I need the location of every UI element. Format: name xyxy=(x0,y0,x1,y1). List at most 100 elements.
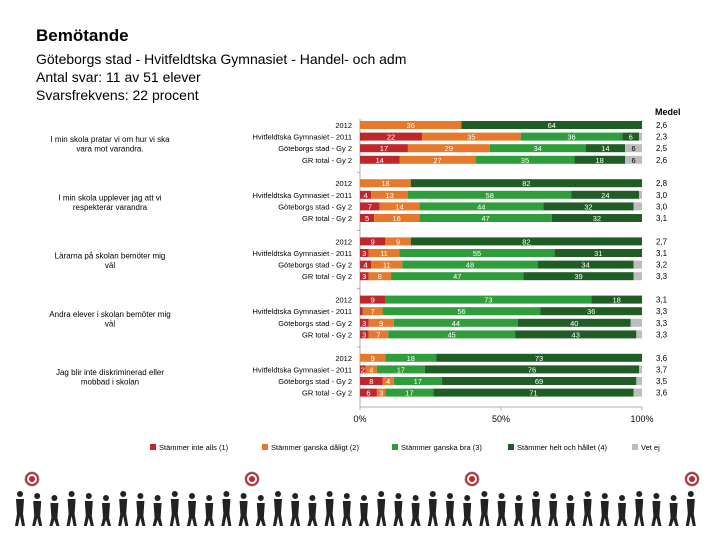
bar-segment xyxy=(630,318,642,327)
person-icon xyxy=(169,499,180,526)
bar-segment xyxy=(636,377,642,385)
bar-value-label: 56 xyxy=(457,307,465,316)
x-tick-label: 50% xyxy=(492,414,510,424)
bar-segment xyxy=(633,260,642,269)
person-icon xyxy=(341,501,352,526)
bar-segment xyxy=(360,132,423,141)
legend-label: Vet ej xyxy=(641,443,660,452)
bar-value-label: 11 xyxy=(383,261,391,270)
medel-value: 3,3 xyxy=(656,319,668,328)
medel-value: 2,5 xyxy=(656,144,668,153)
person-icon xyxy=(651,501,662,526)
bar-value-label: 47 xyxy=(481,214,489,223)
x-tick-label: 0% xyxy=(353,414,366,424)
question-label: respekterar varandra xyxy=(73,203,148,212)
bar-value-label: 3 xyxy=(362,319,366,328)
legend-label: Stämmer inte alls (1) xyxy=(159,443,229,452)
medel-value: 3,3 xyxy=(656,307,668,316)
person-icon xyxy=(567,495,574,501)
bar-value-label: 4 xyxy=(386,377,390,386)
bar-segment xyxy=(517,318,631,327)
bar-segment xyxy=(419,214,552,222)
bar-value-label: 22 xyxy=(387,133,395,142)
bar-value-label: 6 xyxy=(631,144,635,153)
person-icon xyxy=(636,491,643,497)
person-icon xyxy=(273,499,283,526)
row-label: 2012 xyxy=(335,179,352,188)
bar-segment xyxy=(399,249,555,257)
bar-value-label: 43 xyxy=(572,330,580,339)
bar-value-label: 17 xyxy=(397,365,405,374)
row-label: Göteborgs stad - Gy 2 xyxy=(278,144,352,153)
row-label: Göteborgs stad - Gy 2 xyxy=(278,202,352,211)
person-icon xyxy=(257,495,264,501)
person-icon xyxy=(479,499,490,526)
bar-segment xyxy=(419,202,544,211)
person-icon xyxy=(498,493,505,499)
person-icon xyxy=(668,503,679,526)
person-icon xyxy=(290,501,301,526)
row-label: Hvitfeldtska Gymnasiet - 2011 xyxy=(253,365,353,374)
subtitle: Göteborgs stad - Hvitfeldtska Gymnasiet … xyxy=(36,51,407,67)
person-icon xyxy=(361,495,367,501)
medel-value: 3,5 xyxy=(656,377,668,386)
medel-value: 3,3 xyxy=(656,330,668,339)
bar-segment xyxy=(633,272,642,281)
target-icon xyxy=(249,476,255,482)
row-label: 2012 xyxy=(335,121,352,130)
medel-value: 3,1 xyxy=(656,214,668,223)
person-icon xyxy=(548,501,559,526)
bar-value-label: 13 xyxy=(385,191,393,200)
person-icon xyxy=(34,493,41,499)
bar-value-label: 9 xyxy=(396,237,400,246)
bar-segment xyxy=(360,388,377,397)
bar-segment xyxy=(537,260,634,269)
bar-value-label: 39 xyxy=(574,272,582,281)
bar-value-label: 35 xyxy=(467,133,475,142)
bar-value-label: 36 xyxy=(567,133,575,142)
person-icon xyxy=(617,503,627,526)
bar-segment xyxy=(382,307,541,316)
bar-value-label: 18 xyxy=(612,296,620,305)
person-icon xyxy=(15,499,25,526)
bar-segment xyxy=(374,214,420,222)
bar-segment xyxy=(368,318,394,327)
bar-segment xyxy=(371,260,403,269)
row-label: 2012 xyxy=(335,354,352,363)
person-icon xyxy=(531,499,541,526)
person-icon xyxy=(565,503,576,526)
bar-value-label: 44 xyxy=(477,202,485,211)
bar-value-label: 17 xyxy=(414,377,422,386)
bar-value-label: 34 xyxy=(533,144,541,153)
bar-segment xyxy=(371,190,408,199)
person-icon xyxy=(481,491,488,497)
person-icon xyxy=(137,493,144,499)
medel-value: 2,7 xyxy=(656,237,668,246)
person-icon xyxy=(189,493,195,499)
bar-value-label: 17 xyxy=(405,389,413,398)
person-icon xyxy=(324,499,335,526)
bar-value-label: 36 xyxy=(407,121,415,130)
bar-value-label: 71 xyxy=(529,389,537,398)
bar-value-label: 73 xyxy=(535,354,543,363)
bar-segment xyxy=(360,249,369,257)
question-label: Lärarna på skolan bemöter mig xyxy=(55,252,166,261)
bar-segment xyxy=(407,144,490,153)
person-icon xyxy=(309,495,316,501)
bar-segment xyxy=(424,365,640,374)
bar-value-label: 8 xyxy=(378,272,382,281)
bar-segment xyxy=(360,318,369,327)
person-icon xyxy=(599,501,610,526)
person-icon xyxy=(49,503,60,526)
bar-value-label: 9 xyxy=(379,319,383,328)
bar-value-label: 45 xyxy=(447,330,455,339)
bar-value-label: 7 xyxy=(376,330,380,339)
person-icon xyxy=(255,503,266,526)
bar-value-label: 11 xyxy=(380,249,388,258)
bar-value-label: 4 xyxy=(369,365,373,374)
footer-people-decoration xyxy=(15,471,700,526)
person-icon xyxy=(685,499,696,526)
bar-segment xyxy=(391,272,524,281)
bar-segment xyxy=(385,295,592,304)
person-icon xyxy=(103,495,109,501)
